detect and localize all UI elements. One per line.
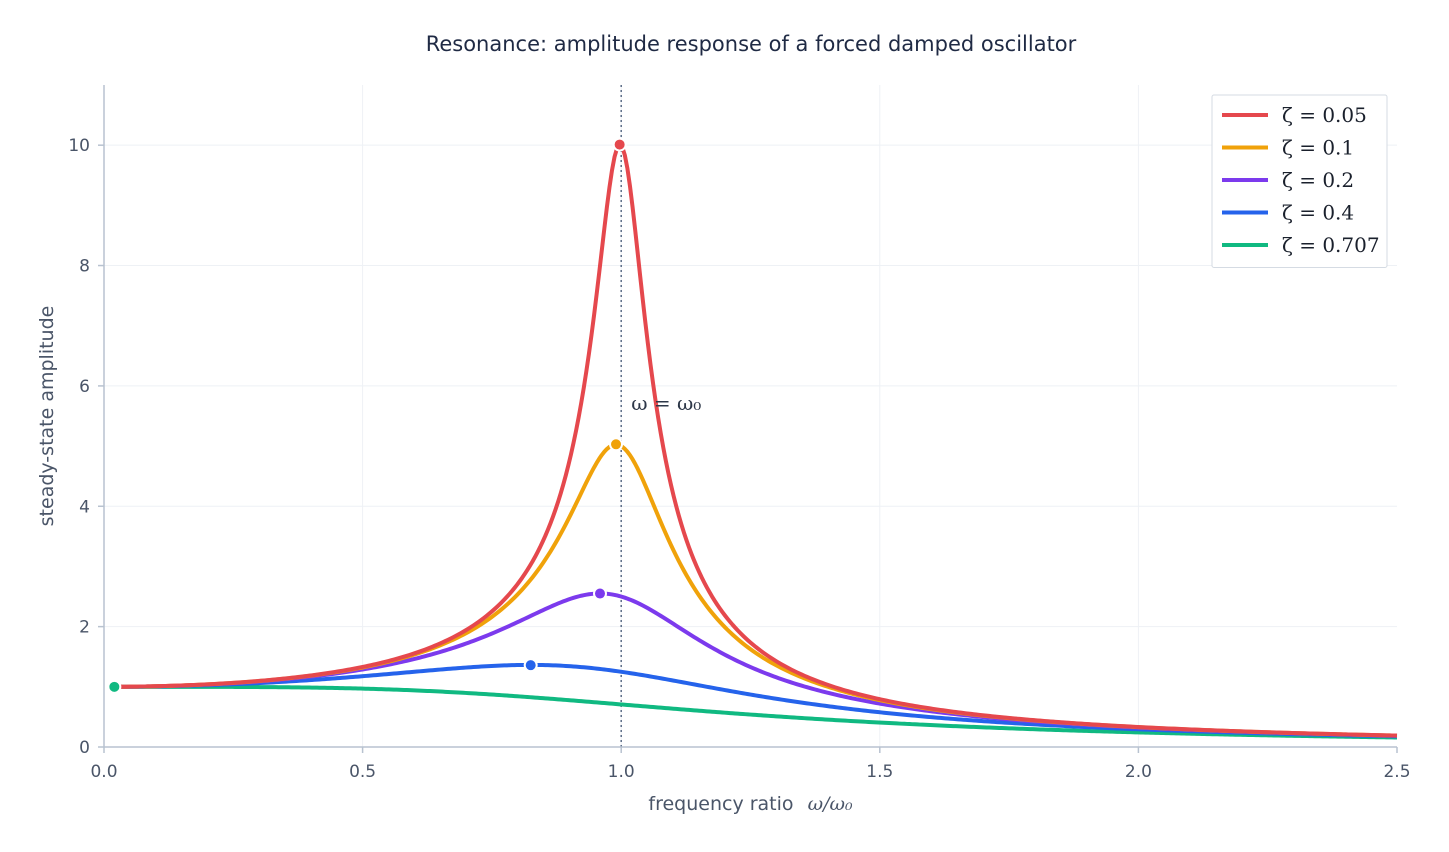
legend-label: ζ = 0.707 — [1282, 233, 1380, 257]
x-tick-label: 2.5 — [1383, 762, 1410, 782]
y-axis-label: steady-state amplitude — [36, 306, 58, 527]
resonance-annotation: ω = ω₀ — [631, 391, 701, 415]
legend-label: ζ = 0.4 — [1282, 201, 1354, 225]
legend-label: ζ = 0.05 — [1282, 103, 1367, 127]
x-axis-label: frequency ratio ω/ω₀ — [648, 793, 853, 815]
y-tick-label: 8 — [79, 257, 90, 277]
y-tick-label: 6 — [79, 377, 90, 397]
series-group — [114, 142, 1398, 740]
x-axis-label-text: frequency ratio — [648, 793, 793, 815]
peak-marker-0.4 — [523, 658, 538, 673]
series-line-0.05 — [114, 142, 1398, 738]
y-tick-label: 2 — [79, 618, 90, 638]
peak-marker-0.1 — [609, 437, 624, 452]
peak-marker-0.2 — [592, 586, 607, 601]
chart-title: Resonance: amplitude response of a force… — [425, 32, 1077, 56]
series-line-0.1 — [114, 442, 1398, 738]
y-tick-label: 10 — [68, 136, 90, 156]
tick-labels: 0.0 0.5 1.0 1.5 2.0 2.5 0 2 4 6 8 10 — [68, 136, 1410, 782]
x-tick-label: 1.0 — [608, 762, 635, 782]
x-tick-label: 0.0 — [90, 762, 117, 782]
legend-label: ζ = 0.2 — [1282, 168, 1354, 192]
legend: ζ = 0.05 ζ = 0.1 ζ = 0.2 ζ = 0.4 ζ = 0.707 — [1211, 94, 1388, 268]
x-tick-label: 1.5 — [866, 762, 893, 782]
legend-label: ζ = 0.1 — [1282, 136, 1354, 160]
legend-box — [1211, 94, 1388, 268]
axes — [103, 85, 1397, 748]
y-tick-label: 0 — [79, 738, 90, 758]
x-tick-label: 2.0 — [1125, 762, 1152, 782]
x-tick-label: 0.5 — [349, 762, 376, 782]
y-tick-label: 4 — [79, 497, 90, 517]
peak-marker-0.05 — [612, 137, 627, 152]
x-axis-label-math: ω/ω₀ — [808, 793, 853, 815]
peak-marker-0.707 — [107, 679, 122, 694]
peak-markers — [107, 137, 627, 694]
series-line-0.707 — [114, 684, 1398, 740]
